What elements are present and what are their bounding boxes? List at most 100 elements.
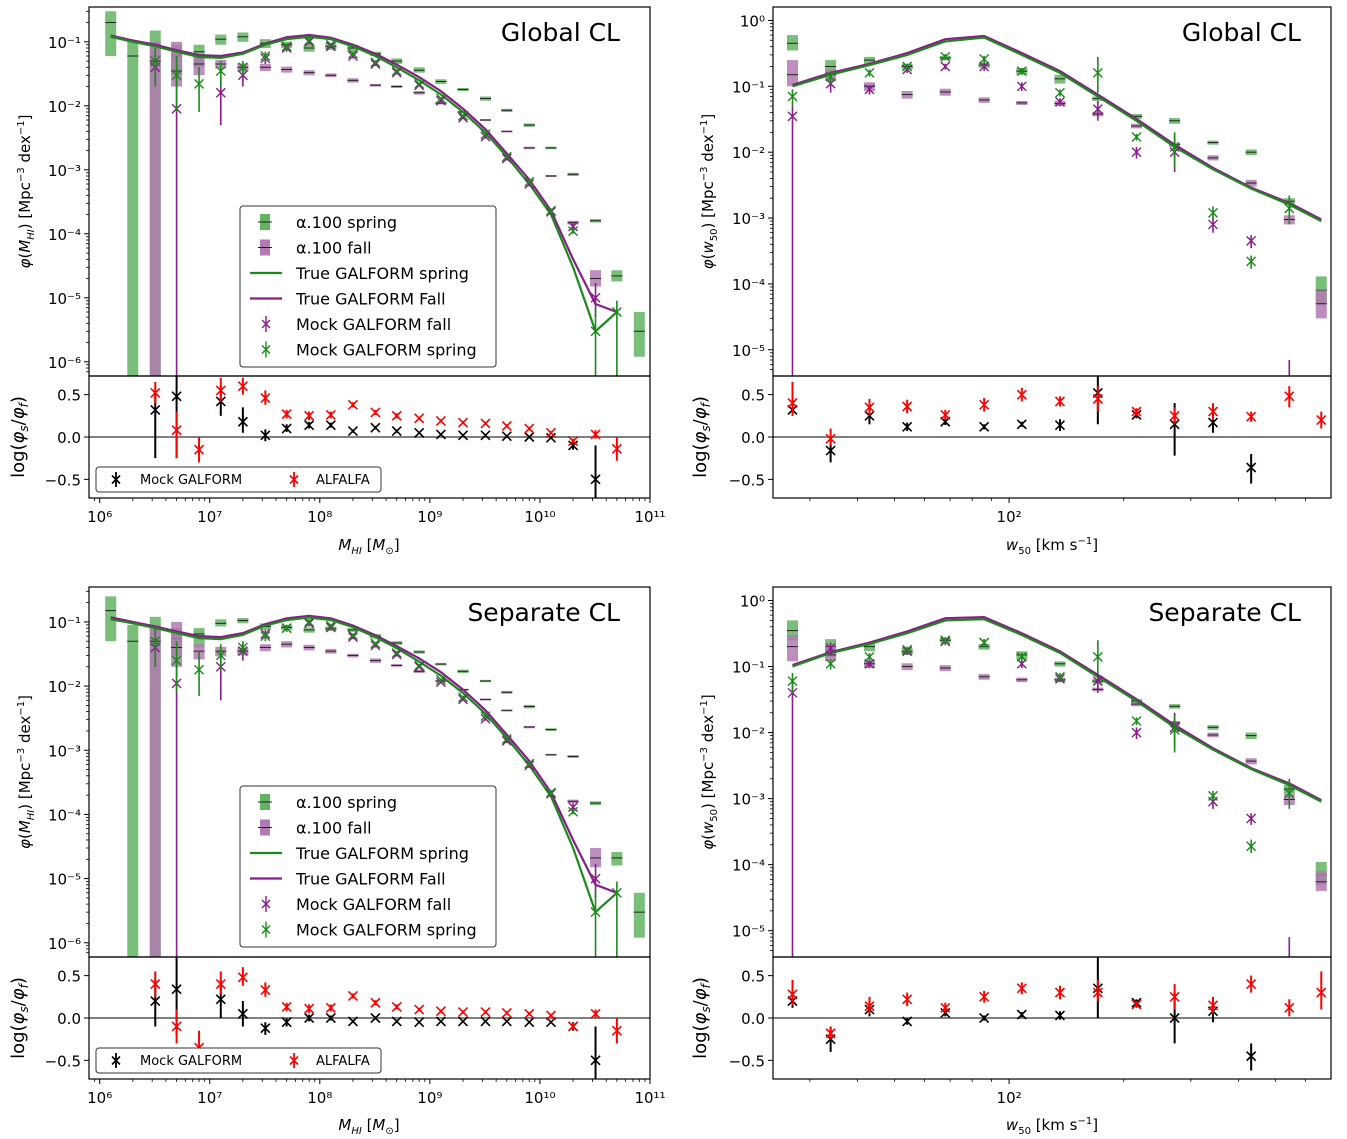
ratio-mock-point-b: [979, 421, 990, 432]
panel-title: Global CL: [1182, 18, 1301, 47]
ratio-mock-point-b: [370, 422, 381, 433]
ratio-mock-point-b: [1207, 417, 1219, 428]
mock-spring-point-b: [1169, 724, 1180, 735]
legend-mock-fall-cross-b: [261, 899, 271, 909]
ratio-y-axis-label: log(φs/φf): [690, 396, 713, 478]
mock-fall-point-b: [435, 95, 446, 106]
ratio-alfalfa-point-b: [347, 399, 358, 410]
ratio-legend-alfalfa-cross-b: [289, 474, 299, 485]
y-axis-label: φ(MHI) [Mpc−3 dex−1]: [16, 695, 37, 849]
mock-spring-point-b: [501, 151, 512, 162]
ratio-mock-point-b: [347, 426, 358, 437]
ratio-alfalfa-point-b: [370, 997, 381, 1008]
mock-fall-point-b: [1131, 727, 1142, 738]
x-axis-label: w50 [km s−1]: [1006, 1116, 1098, 1137]
mock-spring-point-b: [545, 205, 556, 216]
ratio-y-tick-label: 0.5: [57, 968, 81, 986]
mock-spring-point-b: [171, 70, 182, 81]
ratio-alfalfa-point-b: [171, 425, 182, 436]
ratio-alfalfa-point-b: [590, 1008, 601, 1019]
ratio-mock-point-b: [171, 984, 182, 995]
x-tick-label: 10¹⁰: [524, 508, 555, 526]
mock-spring-point-b: [524, 176, 535, 187]
ratio-plot-area: [773, 957, 1331, 1071]
ratio-alfalfa-point-b: [1092, 393, 1103, 404]
ratio-y-tick-label: −0.5: [45, 471, 81, 489]
mock-spring-point-b: [825, 71, 836, 82]
ratio-mock-point-b: [568, 440, 579, 451]
ratio-alfalfa-point-b: [150, 979, 161, 990]
panel-title: Separate CL: [1148, 598, 1301, 627]
ratio-mock-point-b: [1054, 420, 1066, 431]
mock-spring-point-b: [370, 57, 381, 68]
ratio-mock-point-b: [414, 427, 425, 438]
main-frame: [772, 586, 1332, 958]
ratio-y-tick-label: 0.5: [741, 968, 765, 986]
ratio-alfalfa-point-b: [194, 444, 205, 455]
ratio-alfalfa-point-b: [435, 1006, 446, 1017]
y-tick-label: 10⁻³: [48, 162, 81, 180]
mock-spring-point-b: [590, 326, 601, 337]
mock-spring-point-b: [611, 307, 622, 317]
mock-spring-point-b: [304, 35, 315, 46]
mock-spring-point-b: [150, 636, 161, 647]
legend-label: α.100 spring: [296, 793, 397, 812]
alfalfa-spring-bar: [105, 11, 117, 57]
panel-title: Global CL: [501, 18, 620, 47]
y-tick-label: 10⁻⁴: [732, 276, 765, 294]
x-axis-label: w50 [km s−1]: [1006, 536, 1098, 557]
ratio-legend-mock-cross-b: [111, 1055, 121, 1066]
ratio-mock-point-b: [150, 995, 161, 1007]
ratio-y-axis-label: log(φs/φf): [8, 977, 31, 1059]
mock-fall-point-b: [458, 112, 468, 123]
ratio-mock-point-b: [480, 430, 491, 441]
ratio-mock-point-b: [457, 1016, 469, 1027]
ratio-y-axis-label: log(φs/φf): [690, 977, 713, 1059]
alfalfa-fall-bar: [193, 56, 205, 76]
legend-label: True GALFORM spring: [295, 264, 469, 283]
legend-label: Mock GALFORM fall: [296, 895, 451, 914]
alfalfa-spring-bar: [127, 41, 139, 376]
panel-title: Separate CL: [467, 598, 620, 627]
ratio-alfalfa-point-b: [150, 387, 161, 399]
mock-spring-point-b: [1169, 141, 1180, 152]
y-tick-label: 10⁻¹: [48, 34, 81, 52]
y-tick-label: 10⁻²: [48, 678, 81, 696]
mock-fall-point-b: [1207, 219, 1218, 230]
mock-fall-point-b: [568, 221, 579, 232]
ratio-alfalfa-point-b: [391, 1001, 402, 1013]
mock-fall-point-b: [864, 84, 875, 95]
x-tick-label: 10¹⁰: [524, 1089, 555, 1107]
y-axis-label: φ(MHI) [Mpc−3 dex−1]: [16, 115, 37, 269]
ratio-alfalfa-point-b: [215, 385, 226, 396]
ratio-legend-label: ALFALFA: [316, 473, 370, 488]
mock-spring-point-b: [480, 129, 491, 140]
ratio-alfalfa-point-b: [864, 1001, 875, 1012]
alfalfa-spring-bar: [611, 851, 623, 866]
ratio-mock-point-b: [524, 1017, 535, 1028]
ratio-alfalfa-point-b: [1284, 1002, 1295, 1013]
ratio-alfalfa-point-b: [237, 381, 248, 392]
ratio-mock-point-b: [260, 430, 271, 441]
ratio-alfalfa-point-b: [1207, 1000, 1219, 1011]
main-plot-area: [105, 11, 645, 376]
legend-label: α.100 spring: [296, 213, 397, 232]
y-axis-label: φ(w50) [Mpc−3 dex−1]: [699, 114, 720, 269]
ratio-alfalfa-point-b: [370, 407, 381, 418]
ratio-alfalfa-point-b: [304, 1003, 315, 1014]
alfalfa-spring-bar: [825, 60, 837, 75]
mock-spring-point-b: [940, 51, 951, 62]
mock-spring-point-b: [281, 623, 292, 634]
ratio-y-tick-label: 0.0: [741, 1010, 765, 1028]
y-tick-label: 10⁻⁶: [48, 354, 81, 372]
panel-bottom-right: 10⁻⁵ 10⁻⁴ 10⁻³ 10⁻² 10⁻¹ 10⁰ −0.5 0.0 0.5 10² Sepa…: [690, 586, 1332, 1137]
mock-spring-point-b: [1207, 790, 1218, 801]
main-plot-area: [786, 615, 1327, 957]
mock-spring-point-b: [194, 664, 205, 675]
panel-bottom-left: 10⁻⁶ 10⁻⁵ 10⁻⁴ 10⁻³ 10⁻² 10⁻¹ −0.5 0.0 0.5 10⁶ 10⁷…: [8, 586, 666, 1137]
x-tick-label: 10⁹: [417, 1089, 442, 1107]
ratio-y-tick-label: −0.5: [45, 1052, 81, 1070]
ratio-alfalfa-point-b: [457, 1007, 469, 1018]
ratio-alfalfa-point-b: [568, 1021, 579, 1032]
true-galform-spring-line: [792, 36, 1322, 223]
